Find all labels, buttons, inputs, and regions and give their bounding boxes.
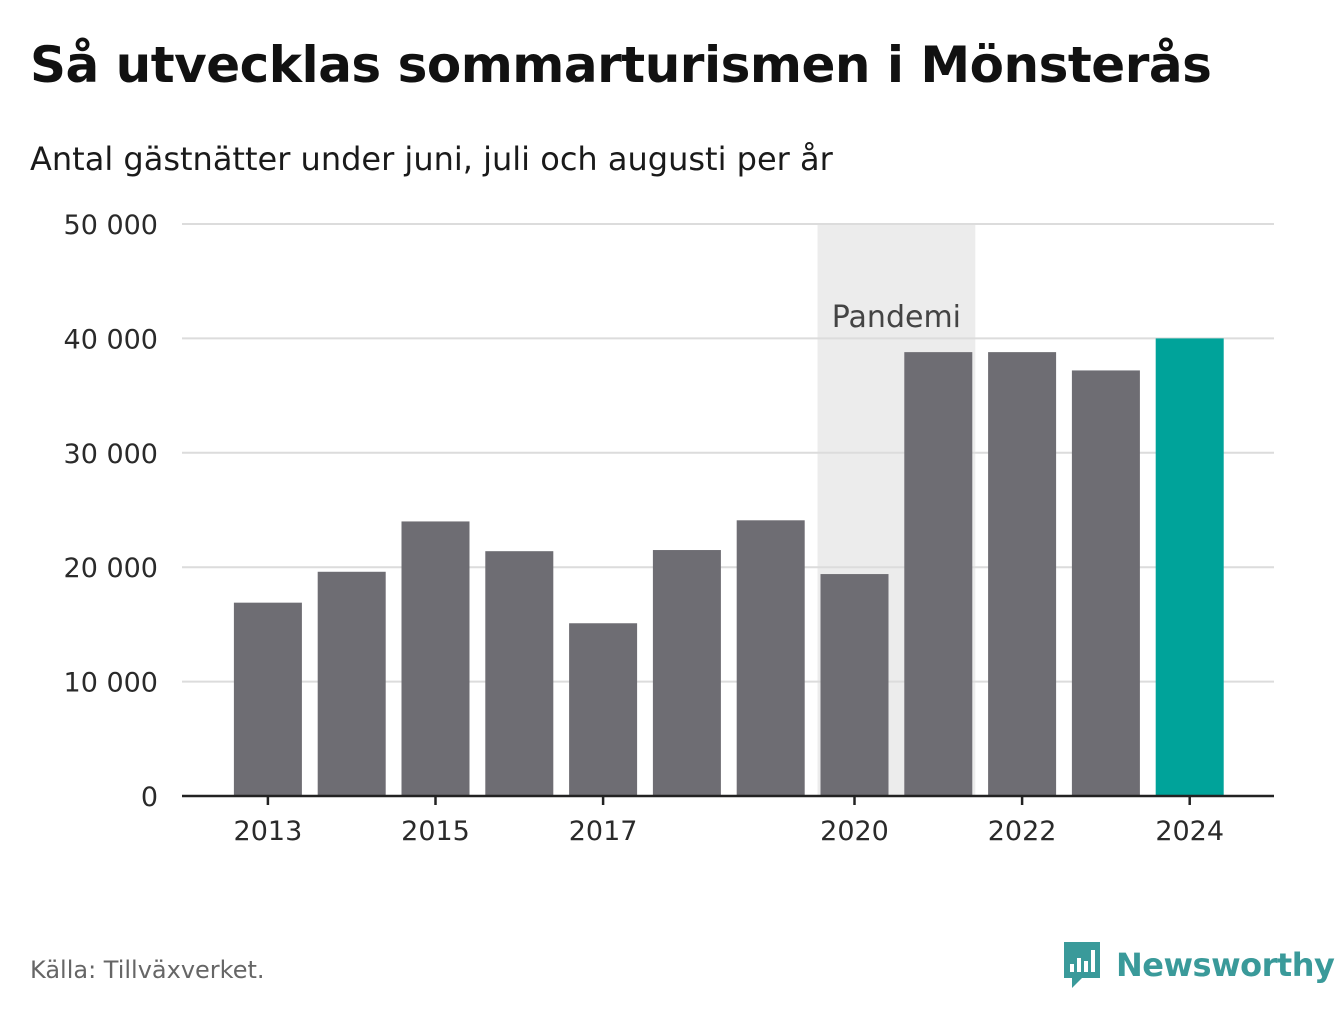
source-note: Källa: Tillväxverket. xyxy=(30,956,265,984)
x-tick-label: 2020 xyxy=(820,816,889,847)
bar-2015 xyxy=(401,521,470,796)
bar-2021 xyxy=(904,352,973,796)
bar-2018 xyxy=(652,550,721,796)
bar-2024 xyxy=(1155,338,1224,796)
bar-2019 xyxy=(736,520,805,796)
y-tick-label: 0 xyxy=(141,782,158,813)
bar-2016 xyxy=(485,551,554,796)
brand-logo: Newsworthy xyxy=(1062,940,1335,990)
y-tick-label: 30 000 xyxy=(64,439,158,470)
bar-chart: Pandemi 0 10 000 20 000 30 000 40 000 50 000 2… xyxy=(64,210,1274,847)
x-tick-label: 2022 xyxy=(988,816,1057,847)
bar-2013 xyxy=(233,602,302,796)
annotation-label: Pandemi xyxy=(832,300,961,335)
bar-2023 xyxy=(1071,370,1140,796)
x-tick-label: 2013 xyxy=(234,816,303,847)
chart-title: Så utvecklas sommarturismen i Mönsterås xyxy=(30,36,1212,94)
bar-2022 xyxy=(988,352,1057,796)
x-tick-label: 2024 xyxy=(1155,816,1224,847)
bar-chart-bubble-icon xyxy=(1064,942,1100,988)
bar-2014 xyxy=(317,571,386,796)
y-tick-label: 10 000 xyxy=(64,668,158,699)
y-tick-label: 40 000 xyxy=(64,324,158,355)
bar-2017 xyxy=(569,623,638,796)
y-tick-label: 20 000 xyxy=(64,553,158,584)
chart-subtitle: Antal gästnätter under juni, juli och au… xyxy=(30,140,833,178)
y-tick-label: 50 000 xyxy=(64,210,158,241)
x-tick-label: 2015 xyxy=(401,816,470,847)
brand-name: Newsworthy xyxy=(1116,946,1335,984)
bar-2020 xyxy=(820,574,889,796)
x-tick-label: 2017 xyxy=(569,816,638,847)
